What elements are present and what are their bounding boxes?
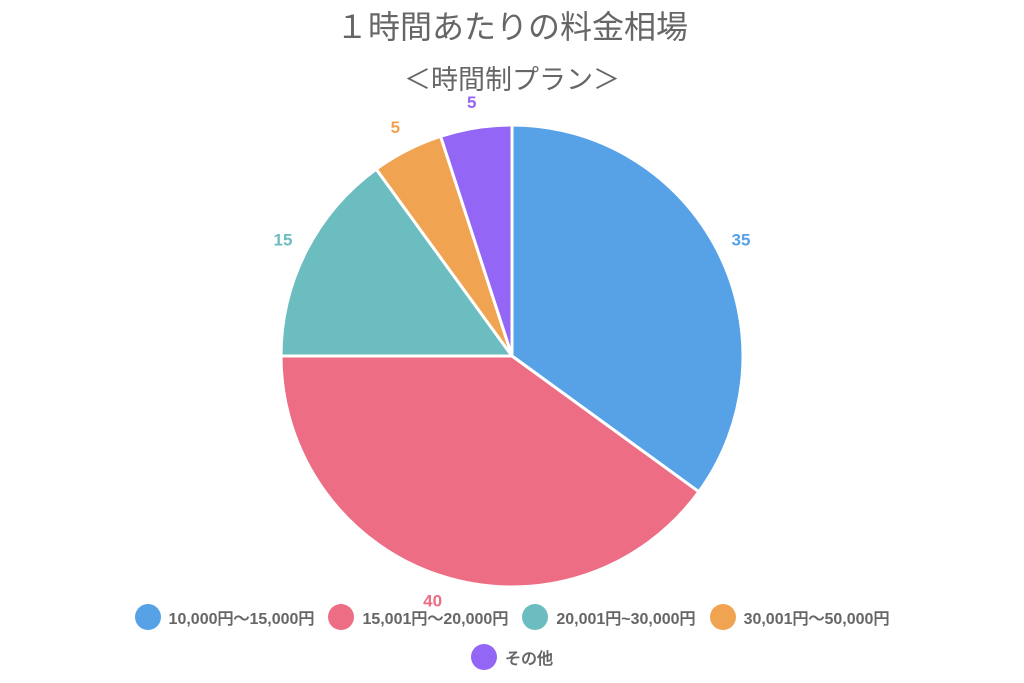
pie-slice — [438, 123, 514, 357]
data-label: 35 — [732, 230, 751, 249]
legend-label: 15,001円〜20,000円 — [362, 611, 509, 628]
pie-slice — [510, 123, 745, 494]
legend-label: 10,000円〜15,000円 — [168, 611, 315, 628]
chart-title: １時間あたりの料金相場 — [335, 8, 688, 46]
legend-label: 20,001円~30,000円 — [556, 611, 696, 628]
legend-swatch — [134, 604, 161, 630]
data-label: 5 — [467, 93, 476, 112]
legend: 10,000円〜15,000円 15,001円〜20,000円 20,001円~30… — [20, 604, 1004, 670]
pie-slice — [279, 354, 701, 589]
legend-swatch — [470, 644, 497, 670]
legend-item[interactable]: その他 — [20, 644, 1004, 670]
pie-slice — [279, 167, 515, 358]
chart-subtitle: ＜時間制プラン＞ — [404, 65, 620, 96]
legend-item[interactable]: 30,001円〜50,000円 — [709, 604, 890, 630]
legend-label: その他 — [504, 651, 553, 668]
legend-item[interactable]: 20,001円~30,000円 — [522, 604, 696, 630]
legend-swatch — [328, 604, 355, 630]
data-label: 5 — [391, 118, 400, 137]
legend-item[interactable]: 10,000円〜15,000円 — [134, 604, 315, 630]
legend-swatch — [709, 604, 736, 630]
data-label: 15 — [274, 230, 293, 249]
legend-item[interactable]: 15,001円〜20,000円 — [328, 604, 508, 630]
data-label: 40 — [423, 591, 442, 610]
legend-swatch — [522, 604, 549, 630]
legend-label: 30,001円〜50,000円 — [743, 611, 890, 628]
